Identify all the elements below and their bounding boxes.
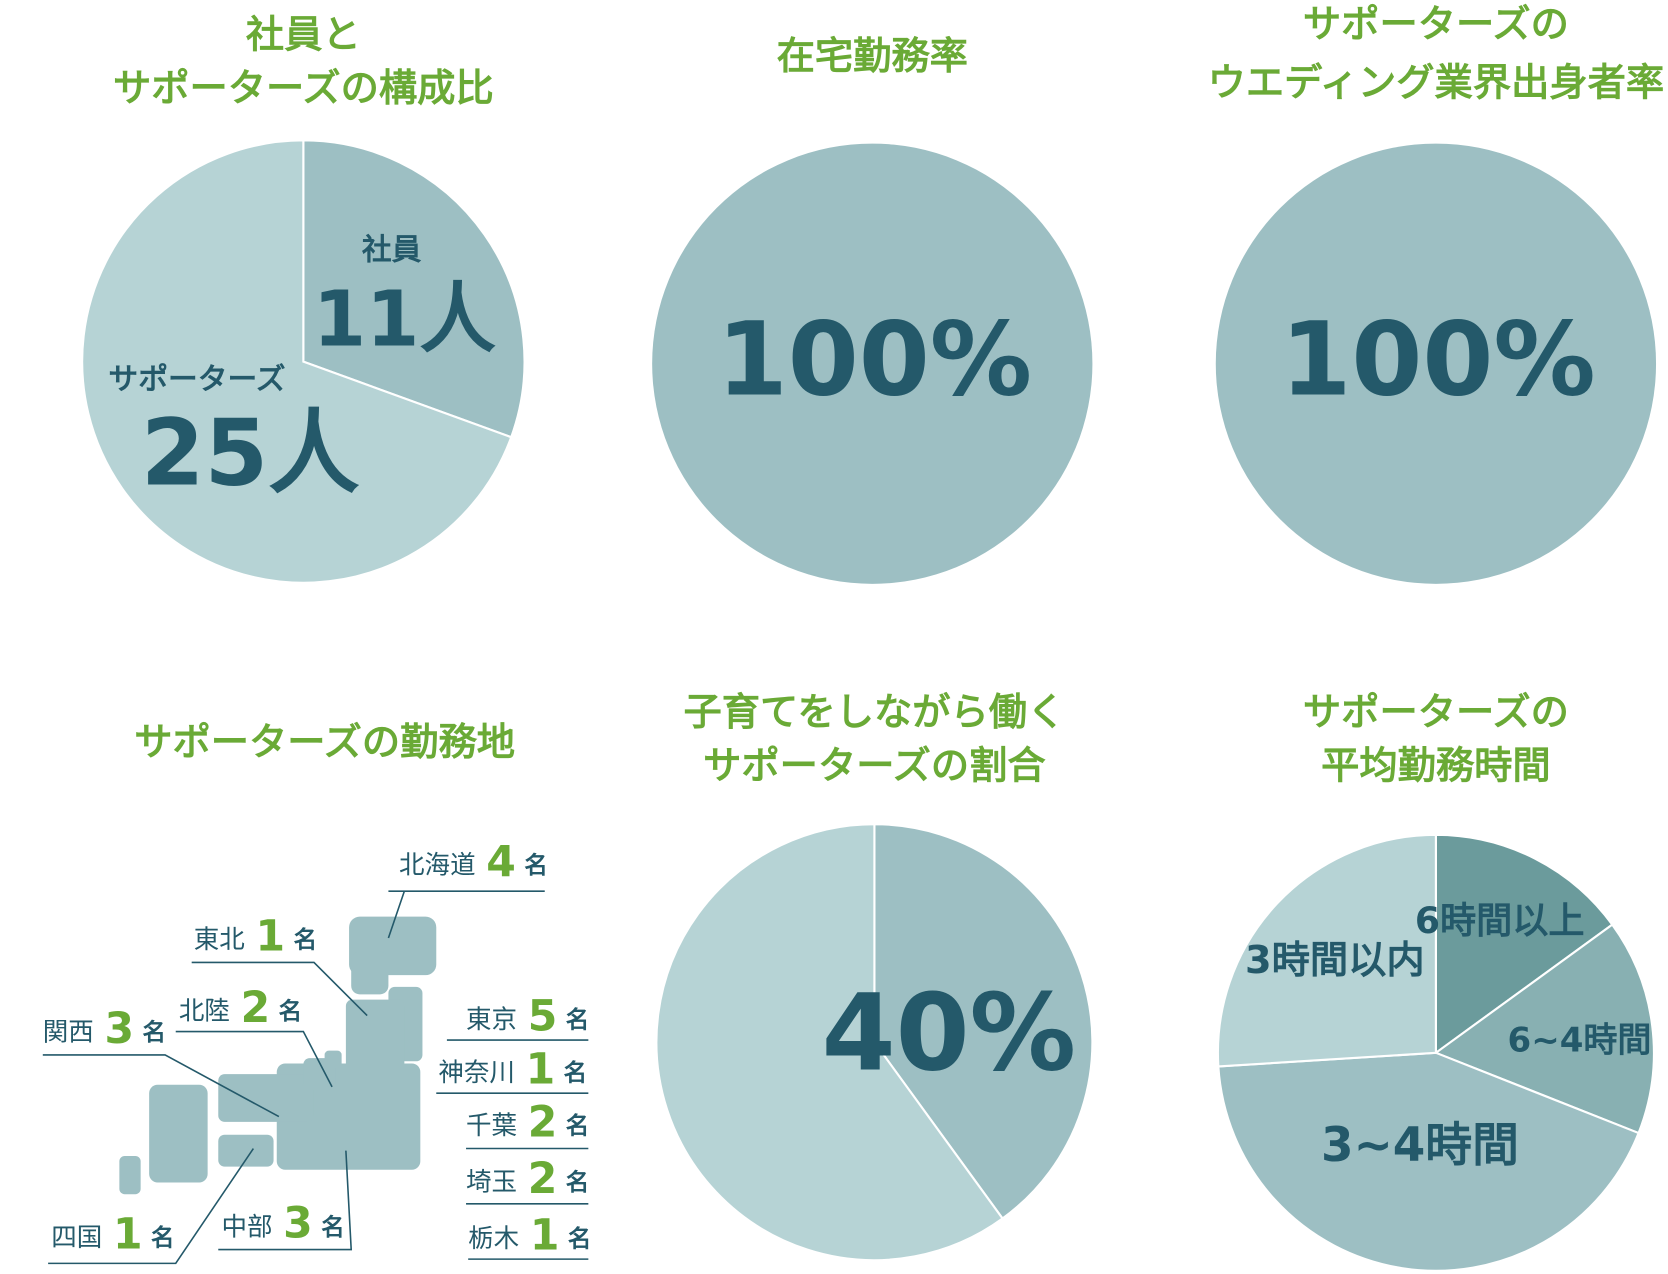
- region-name: 中部: [221, 1212, 272, 1242]
- pie-slice: [1434, 833, 1614, 1055]
- value-label: 25人: [141, 399, 360, 506]
- region-unit: 名: [566, 1168, 589, 1196]
- region-count: 1: [530, 1211, 560, 1260]
- chart-title: サポーターズの割合: [703, 743, 1046, 788]
- chart-title: 子育てをしながら働く: [683, 690, 1065, 735]
- pie-slice: [1433, 923, 1655, 1135]
- pie-slice: [1215, 143, 1657, 584]
- slice-label: 3時間以内: [1245, 938, 1425, 983]
- region-name: 千葉: [466, 1111, 517, 1141]
- region-count: 1: [526, 1045, 556, 1094]
- pie-slice: [1217, 1051, 1640, 1272]
- pie-slice: [873, 823, 1094, 1221]
- region-count: 1: [113, 1210, 143, 1259]
- region-unit: 名: [566, 1112, 589, 1140]
- region-unit: 名: [151, 1223, 174, 1251]
- region-name: 東京: [466, 1005, 517, 1035]
- chart-title: 在宅勤務率: [777, 34, 968, 79]
- region-name: 栃木: [468, 1224, 519, 1254]
- chart-title: ウエディング業界出身者率: [1208, 61, 1665, 106]
- chart-title: 社員と: [246, 13, 361, 58]
- map-title: サポーターズの勤務地: [134, 720, 515, 765]
- region-unit: 名: [564, 1059, 587, 1087]
- region-unit: 名: [294, 926, 317, 954]
- region-count: 2: [528, 1099, 558, 1148]
- chart-title: サポーターズの構成比: [113, 66, 494, 111]
- pie-slice: [1216, 833, 1437, 1068]
- pie-slice: [652, 143, 1093, 584]
- slice-label: サポーターズ: [108, 362, 285, 397]
- region-name: 神奈川: [438, 1058, 515, 1088]
- slice-label: 6時間以上: [1415, 899, 1585, 942]
- region-unit: 名: [279, 997, 302, 1025]
- region-unit: 名: [524, 851, 547, 879]
- region-name: 四国: [51, 1223, 102, 1253]
- chart-title: サポーターズの: [1303, 690, 1569, 735]
- slice-label: 6~4時間: [1508, 1021, 1652, 1061]
- region-unit: 名: [566, 1005, 589, 1033]
- region-name: 埼玉: [466, 1168, 517, 1198]
- pie-slice: [81, 139, 513, 584]
- region-unit: 名: [321, 1213, 344, 1241]
- region-name: 北陸: [179, 996, 230, 1026]
- region-name: 北海道: [399, 851, 476, 881]
- region-count: 3: [104, 1005, 134, 1054]
- region-count: 3: [283, 1200, 313, 1249]
- region-count: 2: [528, 1155, 558, 1204]
- region-count: 1: [255, 913, 285, 962]
- region-count: 4: [486, 838, 516, 887]
- region-count: 5: [528, 992, 558, 1041]
- japan-map: [119, 916, 437, 1195]
- slice-label: 3~4時間: [1321, 1119, 1519, 1173]
- region-name: 関西: [43, 1018, 94, 1048]
- region-name: 東北: [194, 925, 245, 955]
- value-label: 100%: [717, 301, 1032, 420]
- pie-slice: [302, 139, 526, 439]
- leader-lines: [42, 890, 589, 1265]
- pie-slice: [655, 823, 1005, 1262]
- region-unit: 名: [568, 1224, 591, 1252]
- value-label: 40%: [822, 971, 1077, 1095]
- region-count: 2: [241, 984, 271, 1033]
- value-label: 11人: [313, 275, 497, 364]
- region-unit: 名: [143, 1018, 166, 1046]
- chart-title: サポーターズの: [1303, 2, 1569, 47]
- chart-title: 平均勤務時間: [1321, 743, 1551, 788]
- slice-label: 社員: [362, 232, 422, 267]
- value-label: 100%: [1280, 301, 1595, 420]
